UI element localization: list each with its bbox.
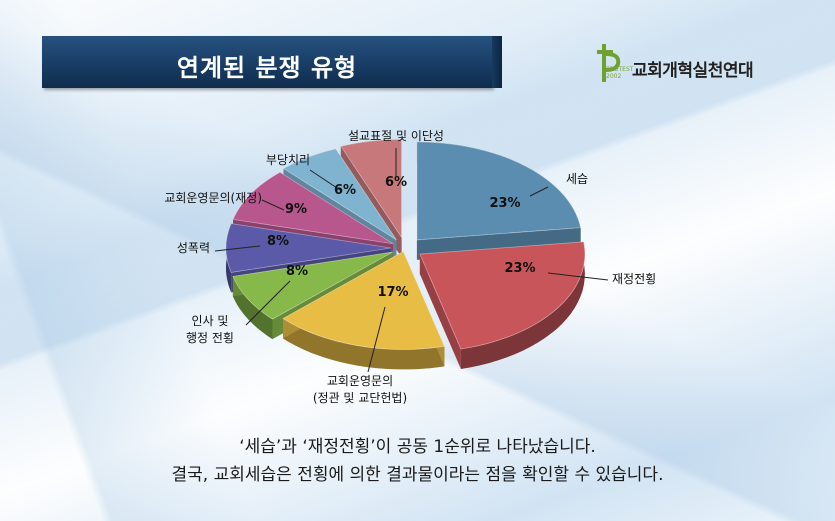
leader-line-6 [261, 199, 285, 211]
pie-slice-4 [232, 251, 393, 320]
leader-line-2 [547, 272, 609, 281]
category-label-3: 교회운영문의 (정관 및 교단헌법) [313, 374, 407, 405]
leader-line-5 [214, 245, 261, 252]
value-label-4: 8% [286, 264, 308, 279]
slice-side-4 [232, 276, 273, 340]
slice-side-3 [283, 318, 445, 370]
leader-line-1 [529, 186, 549, 197]
slice-side-2 [460, 241, 585, 369]
leader-line-3 [367, 306, 386, 373]
pie-slice-8 [340, 138, 403, 239]
logo-subtext: PROTEST 2002 [606, 66, 634, 80]
pie-slice-1 [416, 141, 582, 241]
pie-slice-3 [282, 250, 445, 350]
value-labels: 23% 23% 17% 8% 8% 9% 6% 6% [267, 175, 536, 300]
pie-tops [225, 138, 586, 350]
pie-slice-5 [225, 223, 392, 273]
organization-logo: PROTEST 2002 교회개혁실천연대 [594, 40, 774, 90]
caption-line-1: ‘세습’과 ‘재정전횡’이 공동 1순위로 나타났습니다. [239, 437, 596, 457]
category-label-8: 설교표절 및 이단성 [348, 129, 444, 143]
logo-mark-icon [597, 44, 621, 82]
logo-name: 교회개혁실천연대 [632, 61, 754, 81]
slice-wall-2-2 [419, 254, 461, 369]
value-label-2: 23% [504, 261, 535, 276]
category-label-1: 세습 [566, 172, 588, 186]
leader-line-4 [245, 280, 291, 326]
category-label-4: 인사 및 행정 전횡 [186, 314, 234, 345]
value-label-3: 17% [377, 285, 408, 300]
leader-line-7 [309, 169, 341, 191]
pie-slice-6 [232, 171, 394, 245]
value-label-8: 6% [385, 175, 407, 190]
value-label-6: 9% [285, 202, 307, 217]
pie-slice-2 [419, 241, 586, 350]
category-label-7: 부당치리 [266, 153, 310, 167]
category-label-2: 재정전횡 [612, 272, 656, 286]
value-label-5: 8% [267, 234, 289, 249]
category-label-5: 성폭력 [177, 241, 210, 255]
title-banner: 연계된 분쟁 유형 [42, 36, 502, 88]
category-label-6: 교회운영문의(재정) [164, 191, 262, 205]
value-label-7: 6% [334, 183, 356, 198]
caption-line-2: 결국, 교회세습은 전횡에 의한 결과물이라는 점을 확인할 수 있습니다. [171, 465, 664, 485]
value-label-1: 23% [489, 196, 520, 211]
page-title: 연계된 분쟁 유형 [176, 54, 358, 82]
